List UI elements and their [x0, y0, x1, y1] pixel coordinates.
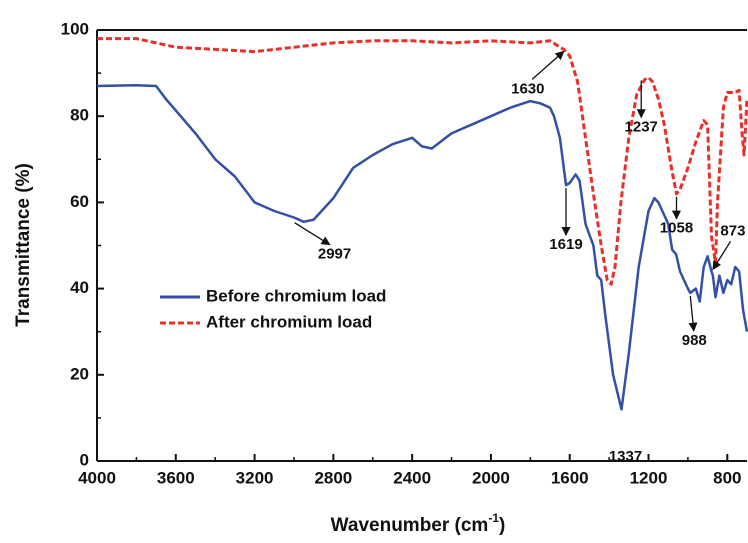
annotation-label: 988 — [682, 332, 707, 349]
y-tick-label: 0 — [80, 450, 89, 469]
annotation-arrow — [531, 50, 565, 80]
y-tick-label: 100 — [61, 19, 89, 38]
x-tick-label: 2400 — [393, 468, 431, 487]
y-tick-label: 80 — [70, 106, 89, 125]
x-axis-title-end: ) — [499, 515, 505, 536]
annotation-arrow — [688, 295, 698, 332]
x-axis-title-sup: -1 — [488, 511, 499, 525]
x-axis-title-text: Wavenumber (cm — [331, 515, 489, 536]
x-tick-label: 3600 — [157, 468, 195, 487]
annotation-label: 1058 — [660, 220, 693, 237]
annotation-label: 1630 — [511, 80, 544, 97]
x-tick-label: 2800 — [314, 468, 352, 487]
y-tick-label: 60 — [70, 192, 89, 211]
annotation-label: 1619 — [549, 236, 582, 253]
annotation-label: 1237 — [625, 118, 658, 135]
y-tick-label: 40 — [70, 278, 89, 297]
x-tick-label: 1600 — [551, 468, 589, 487]
legend-label: Before chromium load — [206, 286, 386, 305]
annotation-label: 873 — [720, 222, 745, 239]
y-tick-label: 20 — [70, 364, 89, 383]
x-tick-label: 800 — [713, 468, 741, 487]
annotation-label: 2997 — [318, 246, 351, 263]
y-axis-title: Transmittance (%) — [13, 163, 34, 327]
x-tick-label: 2000 — [472, 468, 510, 487]
x-axis-title: Wavenumber (cm-1) — [331, 511, 506, 536]
x-tick-label: 3200 — [236, 468, 274, 487]
series-line — [96, 83, 748, 411]
x-tick-label: 4000 — [78, 468, 116, 487]
series-line — [97, 37, 748, 286]
annotation-label: 1337 — [609, 448, 642, 465]
legend-label: After chromium load — [206, 312, 372, 331]
annotation-arrow — [294, 222, 331, 246]
x-tick-label: 1200 — [630, 468, 668, 487]
annotation-arrow — [712, 241, 732, 271]
